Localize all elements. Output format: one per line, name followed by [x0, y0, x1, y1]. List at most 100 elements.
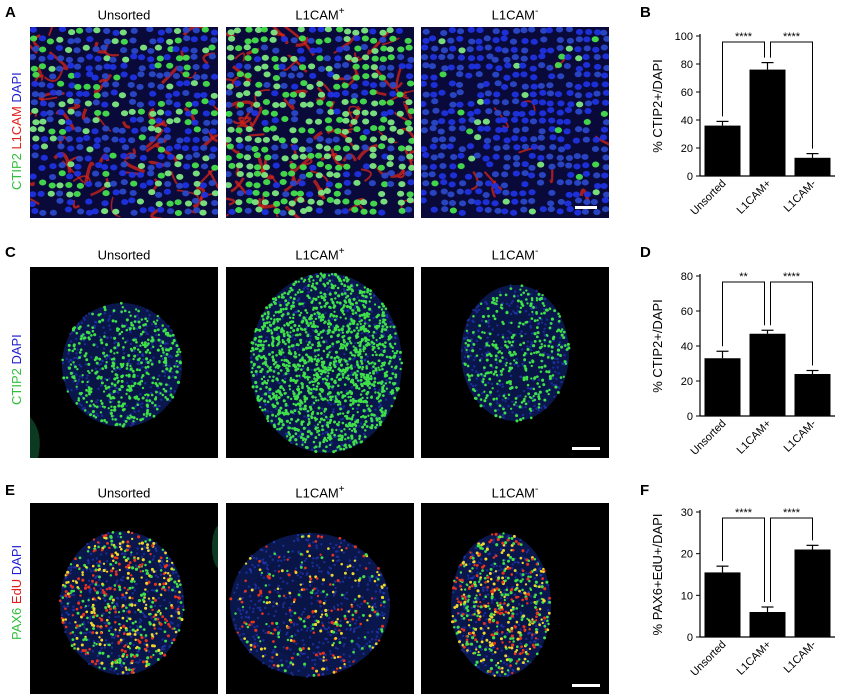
stain-label: EdU	[9, 578, 24, 608]
y-tick-label: 60	[681, 306, 693, 318]
stain-label: DAPI	[9, 334, 24, 369]
row-label-e: PAX6 EdU DAPI	[9, 545, 24, 640]
y-tick-label: 0	[687, 411, 693, 423]
y-tick-label: 40	[681, 341, 693, 353]
panel-label-e: E	[5, 482, 16, 499]
condition-name: Unsorted	[97, 485, 151, 501]
significance-bracket	[770, 517, 813, 602]
micrograph-a-l1cam-pos	[226, 27, 414, 218]
bar	[794, 549, 831, 637]
y-tick-label: 20	[681, 143, 693, 155]
y-tick-label: 40	[681, 115, 693, 127]
bar	[794, 157, 831, 176]
condition-sign: -	[535, 246, 539, 257]
significance-bracket	[770, 41, 813, 149]
scale-bar-c	[572, 447, 600, 450]
row-label-c: CTIP2 DAPI	[9, 334, 24, 405]
x-tick-label: Unsorted	[689, 418, 729, 458]
panel-label-d: D	[640, 244, 651, 261]
y-tick-label: 20	[681, 376, 693, 388]
condition-sign: +	[338, 6, 345, 17]
bar	[704, 358, 741, 416]
condition-name: L1CAM	[491, 485, 535, 501]
y-tick-label: 100	[675, 31, 693, 43]
bar-chart-f: % PAX6+EdU+/DAPI 0 10 20 30 Unsorted L1CAM+ L1C…	[650, 507, 835, 679]
panel-label-a: A	[5, 4, 16, 21]
y-tick-label: 20	[681, 549, 693, 561]
bar	[704, 572, 741, 637]
condition-name: Unsorted	[97, 247, 151, 263]
column-title-c-2: L1CAM+	[230, 246, 410, 262]
y-tick-label: 0	[687, 171, 693, 183]
column-title-e-2: L1CAM+	[230, 484, 410, 500]
micrograph-c-unsorted	[30, 267, 218, 458]
micrograph-e-l1cam-pos	[226, 503, 414, 694]
column-title-a-2: L1CAM+	[230, 6, 410, 22]
y-tick-label: 30	[681, 507, 693, 519]
panel-label-b: B	[640, 4, 651, 21]
micrograph-c-l1cam-pos	[226, 267, 414, 458]
stain-label: DAPI	[9, 544, 24, 579]
x-tick-label: L1CAM+	[735, 178, 774, 217]
stain-label: DAPI	[9, 72, 24, 107]
panel-label-f: F	[640, 482, 650, 499]
micrograph-e-l1cam-neg	[421, 503, 609, 694]
column-title-c-3: L1CAM-	[425, 246, 605, 262]
column-title-a-1: Unsorted	[34, 6, 214, 22]
y-axis-label: % PAX6+EdU+/DAPI	[650, 514, 665, 636]
x-tick-label: L1CAM-	[782, 638, 819, 675]
row-label-a: CTIP2 L1CAM DAPI	[9, 72, 24, 190]
condition-name: L1CAM	[295, 485, 339, 501]
significance-label: ****	[783, 31, 801, 43]
scale-bar-a	[575, 206, 597, 209]
column-title-c-1: Unsorted	[34, 246, 214, 262]
y-tick-label: 80	[681, 271, 693, 283]
condition-name: Unsorted	[97, 7, 151, 23]
y-tick-label: 10	[681, 590, 693, 602]
x-tick-label: L1CAM+	[735, 418, 774, 457]
panel-label-c: C	[5, 244, 16, 261]
column-title-a-3: L1CAM-	[425, 6, 605, 22]
condition-name: L1CAM	[295, 7, 339, 23]
y-tick-label: 60	[681, 87, 693, 99]
bar-chart-b: % CTIP2+/DAPI 0 20 40 60 80 100 Unsorted L1CAM+ L…	[650, 31, 835, 218]
bar	[749, 69, 786, 176]
y-axis-label: % CTIP2+/DAPI	[650, 299, 665, 393]
micrograph-e-unsorted	[30, 503, 218, 694]
condition-name: L1CAM	[491, 247, 535, 263]
scale-bar-e	[572, 684, 600, 687]
condition-name: L1CAM	[491, 7, 535, 23]
significance-label: ****	[735, 507, 753, 519]
significance-bracket	[722, 281, 765, 347]
bar-chart-d: % CTIP2+/DAPI 0 20 40 60 80 Unsorted L1CAM+ L1CA…	[650, 271, 835, 458]
micrograph-a-unsorted	[30, 27, 218, 218]
micrograph-a-l1cam-neg	[421, 27, 609, 218]
condition-sign: -	[535, 6, 539, 17]
x-tick-label: Unsorted	[689, 178, 729, 218]
bar	[704, 125, 741, 176]
y-tick-label: 0	[687, 632, 693, 644]
significance-bracket	[722, 517, 765, 602]
significance-label: ****	[735, 31, 753, 43]
y-tick-label: 80	[681, 59, 693, 71]
significance-bracket	[722, 41, 765, 117]
x-tick-label: L1CAM-	[782, 177, 819, 214]
condition-sign: +	[338, 484, 345, 495]
stain-label: CTIP2	[9, 368, 24, 405]
stain-label: L1CAM	[9, 106, 24, 154]
stain-label: PAX6	[9, 607, 24, 640]
bar	[749, 333, 786, 416]
significance-label: ****	[783, 271, 801, 283]
bar	[749, 612, 786, 637]
micrograph-c-l1cam-neg	[421, 267, 609, 458]
significance-label: **	[739, 271, 748, 283]
x-tick-label: L1CAM+	[735, 639, 774, 678]
x-tick-label: L1CAM-	[782, 417, 819, 454]
significance-bracket	[770, 281, 813, 366]
y-axis-label: % CTIP2+/DAPI	[650, 59, 665, 153]
bar	[794, 374, 831, 416]
stain-label: CTIP2	[9, 153, 24, 190]
condition-sign: -	[535, 484, 539, 495]
x-tick-label: Unsorted	[689, 639, 729, 679]
condition-sign: +	[338, 246, 345, 257]
